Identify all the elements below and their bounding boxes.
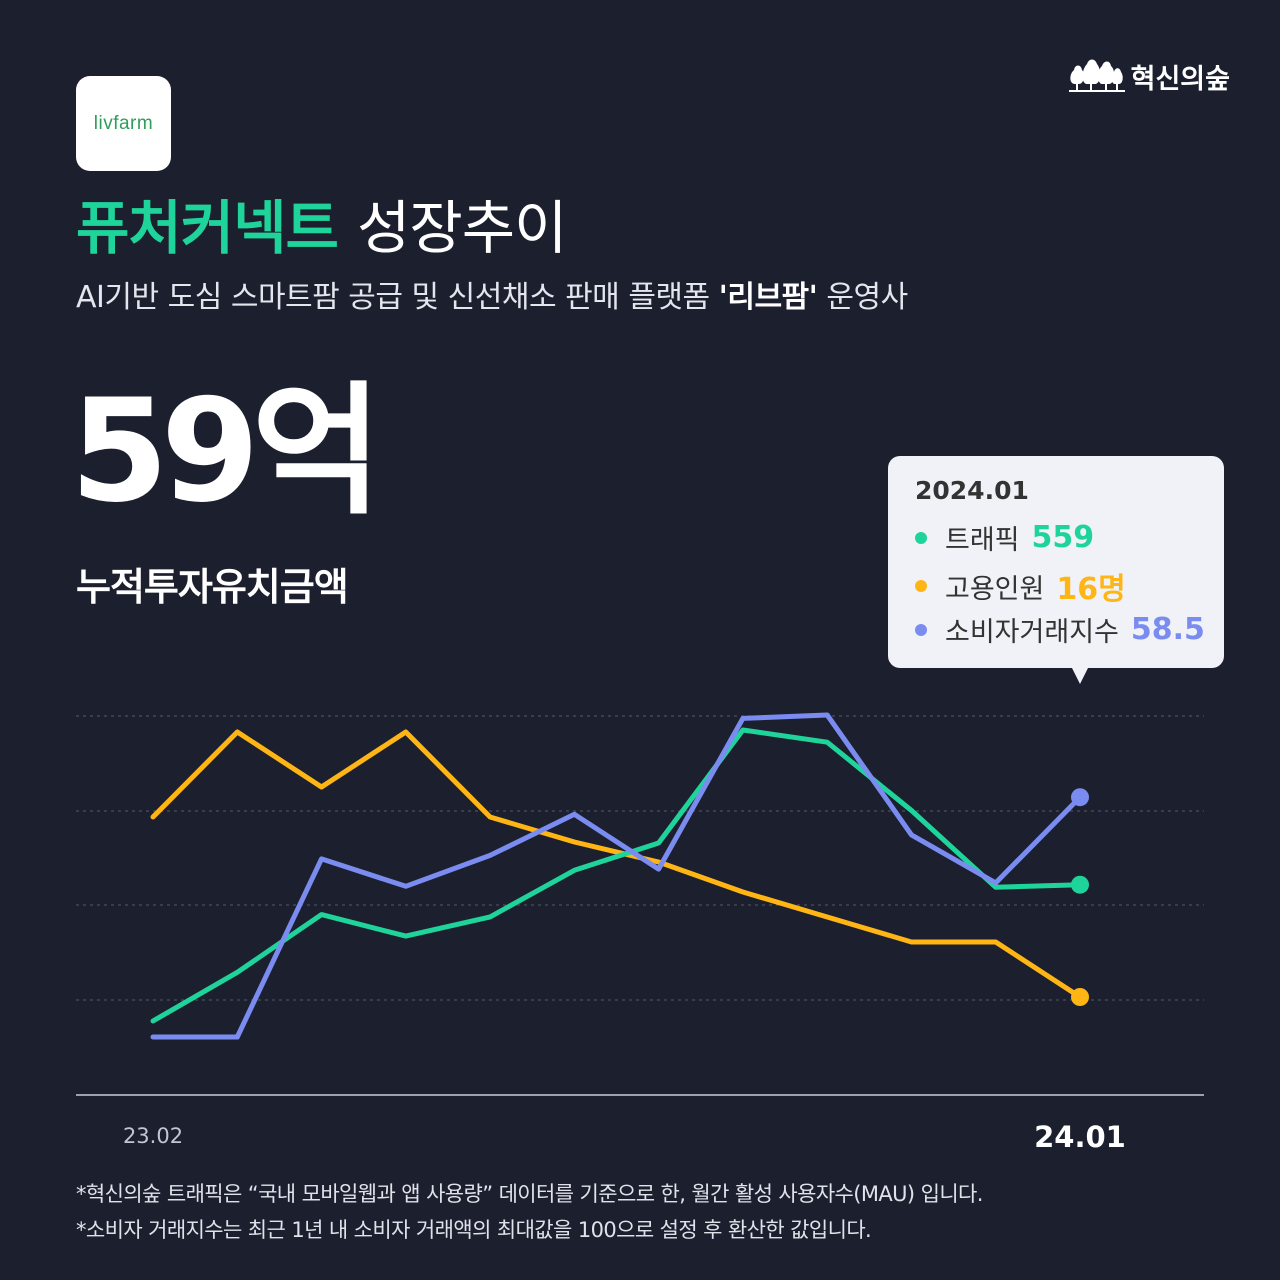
page-title: 퓨처커넥트 성장추이	[76, 190, 567, 266]
tooltip-date: 2024.01	[915, 476, 1029, 505]
x-tick-label-end: 24.01	[1034, 1120, 1126, 1154]
company-name: 퓨처커넥트	[76, 194, 339, 262]
investment-amount: 59억	[70, 369, 382, 534]
tooltip-label: 고용인원	[945, 573, 1045, 605]
series-endpoint-3	[1071, 788, 1089, 807]
investment-label: 누적투자유치금액	[76, 565, 349, 609]
tooltip-value: 559	[1031, 520, 1095, 555]
brand-logo: 혁신의숲	[1068, 56, 1230, 96]
tooltip-label: 트래픽	[945, 525, 1020, 556]
tooltip-value: 58.5	[1130, 612, 1205, 647]
description-text-1: AI기반 도심 스마트팜 공급 및 신선채소 판매 플랫폼	[76, 280, 719, 315]
chart-tooltip: 2024.01 트래픽 559 고용인원 16명 소비자거래지수 58.5	[888, 456, 1224, 684]
series-line-2	[150, 729, 1083, 1000]
tooltip-row-employees: 고용인원 16명	[915, 564, 1126, 608]
description-service-name: '리브팜'	[718, 280, 818, 315]
forest-icon	[1068, 59, 1125, 92]
company-description: AI기반 도심 스마트팜 공급 및 신선채소 판매 플랫폼 '리브팜' 운영사	[76, 272, 908, 316]
consumer-index-dot-icon	[915, 623, 927, 636]
footnote-consumer-index: *소비자 거래지수는 최근 1년 내 소비자 거래액의 최대값을 100으로 설…	[76, 1218, 872, 1242]
traffic-dot-icon	[915, 531, 927, 544]
tooltip-row-consumer-index: 소비자거래지수 58.5	[915, 610, 1205, 649]
employees-dot-icon	[915, 580, 927, 592]
series-line-3	[150, 712, 1083, 1040]
series-endpoint-1	[1071, 875, 1089, 894]
company-logo-text: livfarm	[93, 112, 154, 134]
series-line-1	[150, 727, 1083, 1024]
series-endpoint-2	[1071, 988, 1089, 1006]
tooltip-label: 소비자거래지수	[945, 617, 1119, 648]
description-text-2: 운영사	[817, 280, 908, 315]
company-logo: livfarm	[76, 76, 171, 171]
brand-name: 혁신의숲	[1130, 63, 1230, 95]
tooltip-row-traffic: 트래픽 559	[915, 518, 1094, 557]
x-tick-label-start: 23.02	[123, 1124, 183, 1148]
footnote-traffic: *혁신의숲 트래픽은 “국내 모바일웹과 앱 사용량” 데이터를 기준으로 한,…	[76, 1182, 983, 1206]
title-suffix: 성장추이	[357, 194, 567, 262]
tooltip-value: 16명	[1056, 572, 1126, 607]
